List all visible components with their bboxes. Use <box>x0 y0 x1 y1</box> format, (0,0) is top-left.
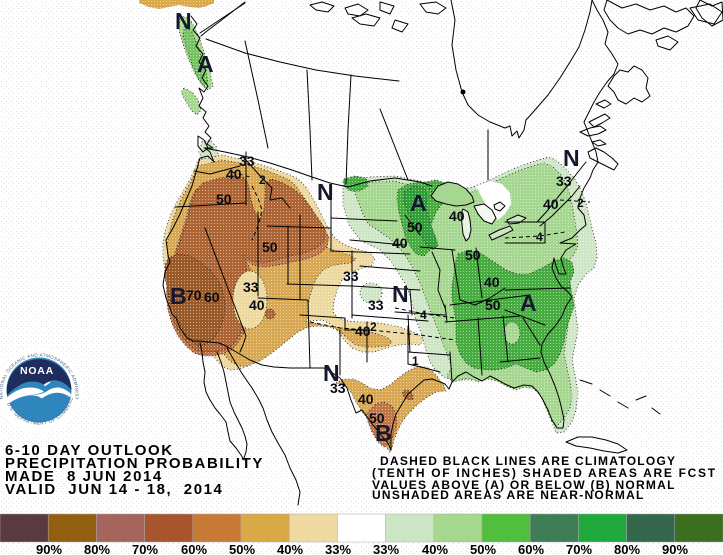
svg-text:MADE 8 JUN 2014: MADE 8 JUN 2014 <box>5 468 163 485</box>
svg-text:80%: 80% <box>614 542 640 555</box>
svg-text:90%: 90% <box>662 542 688 555</box>
svg-text:33: 33 <box>330 380 346 396</box>
svg-text:VALID JUN 14 - 18, 2014: VALID JUN 14 - 18, 2014 <box>5 481 223 498</box>
svg-text:2: 2 <box>259 173 266 187</box>
svg-text:B: B <box>375 420 392 446</box>
svg-text:B: B <box>170 283 187 309</box>
svg-text:VALUES ABOVE (A) OR BELOW (B): VALUES ABOVE (A) OR BELOW (B) NORMAL <box>372 478 676 492</box>
svg-text:4: 4 <box>536 230 543 244</box>
svg-text:33: 33 <box>368 297 384 313</box>
svg-text:50: 50 <box>485 297 501 313</box>
svg-text:UNSHADED AREAS ARE NEAR-NORMAL: UNSHADED AREAS ARE NEAR-NORMAL <box>372 488 645 502</box>
svg-text:A: A <box>410 190 427 216</box>
svg-text:50: 50 <box>407 219 423 235</box>
svg-text:50%: 50% <box>229 542 255 555</box>
svg-text:90%: 90% <box>36 542 62 555</box>
svg-text:60: 60 <box>204 289 220 305</box>
svg-text:60%: 60% <box>181 542 207 555</box>
svg-text:N: N <box>392 281 409 307</box>
svg-text:40: 40 <box>449 208 465 224</box>
svg-text:DASHED BLACK LINES ARE CLIMATO: DASHED BLACK LINES ARE CLIMATOLOGY <box>380 454 676 468</box>
svg-text:50: 50 <box>216 191 232 207</box>
svg-text:70: 70 <box>186 287 202 303</box>
svg-text:60%: 60% <box>518 542 544 555</box>
svg-text:33: 33 <box>239 153 255 169</box>
svg-text:(TENTH OF INCHES) SHADED AREAS: (TENTH OF INCHES) SHADED AREAS ARE FCST <box>372 466 717 480</box>
svg-text:2: 2 <box>577 196 584 210</box>
svg-text:70%: 70% <box>566 542 592 555</box>
svg-text:33%: 33% <box>373 542 399 555</box>
svg-text:33%: 33% <box>325 542 351 555</box>
svg-text:4: 4 <box>420 308 427 322</box>
svg-text:40: 40 <box>355 323 371 339</box>
svg-text:40: 40 <box>226 166 242 182</box>
svg-text:50: 50 <box>369 410 385 426</box>
svg-text:1: 1 <box>412 354 419 368</box>
svg-text:2: 2 <box>370 320 377 334</box>
svg-text:PRECIPITATION PROBABILITY: PRECIPITATION PROBABILITY <box>5 455 264 472</box>
svg-text:A: A <box>520 290 537 316</box>
svg-text:A: A <box>197 51 214 77</box>
svg-text:33: 33 <box>556 173 572 189</box>
svg-text:N: N <box>317 179 334 205</box>
svg-text:40%: 40% <box>422 542 448 555</box>
svg-text:N: N <box>563 145 580 171</box>
svg-text:80%: 80% <box>84 542 110 555</box>
svg-text:N: N <box>323 360 340 386</box>
svg-text:40: 40 <box>543 196 559 212</box>
svg-text:33: 33 <box>343 268 359 284</box>
svg-text:33: 33 <box>243 279 259 295</box>
svg-text:70%: 70% <box>132 542 158 555</box>
svg-text:40: 40 <box>249 297 265 313</box>
svg-text:NOAA: NOAA <box>20 365 54 377</box>
svg-text:40%: 40% <box>277 542 303 555</box>
svg-text:50: 50 <box>262 239 278 255</box>
svg-text:50: 50 <box>465 247 481 263</box>
svg-text:40: 40 <box>358 391 374 407</box>
svg-text:50%: 50% <box>470 542 496 555</box>
svg-text:40: 40 <box>484 274 500 290</box>
svg-text:6-10 DAY OUTLOOK: 6-10 DAY OUTLOOK <box>5 442 174 459</box>
svg-text:40: 40 <box>392 235 408 251</box>
svg-text:N: N <box>175 8 192 34</box>
